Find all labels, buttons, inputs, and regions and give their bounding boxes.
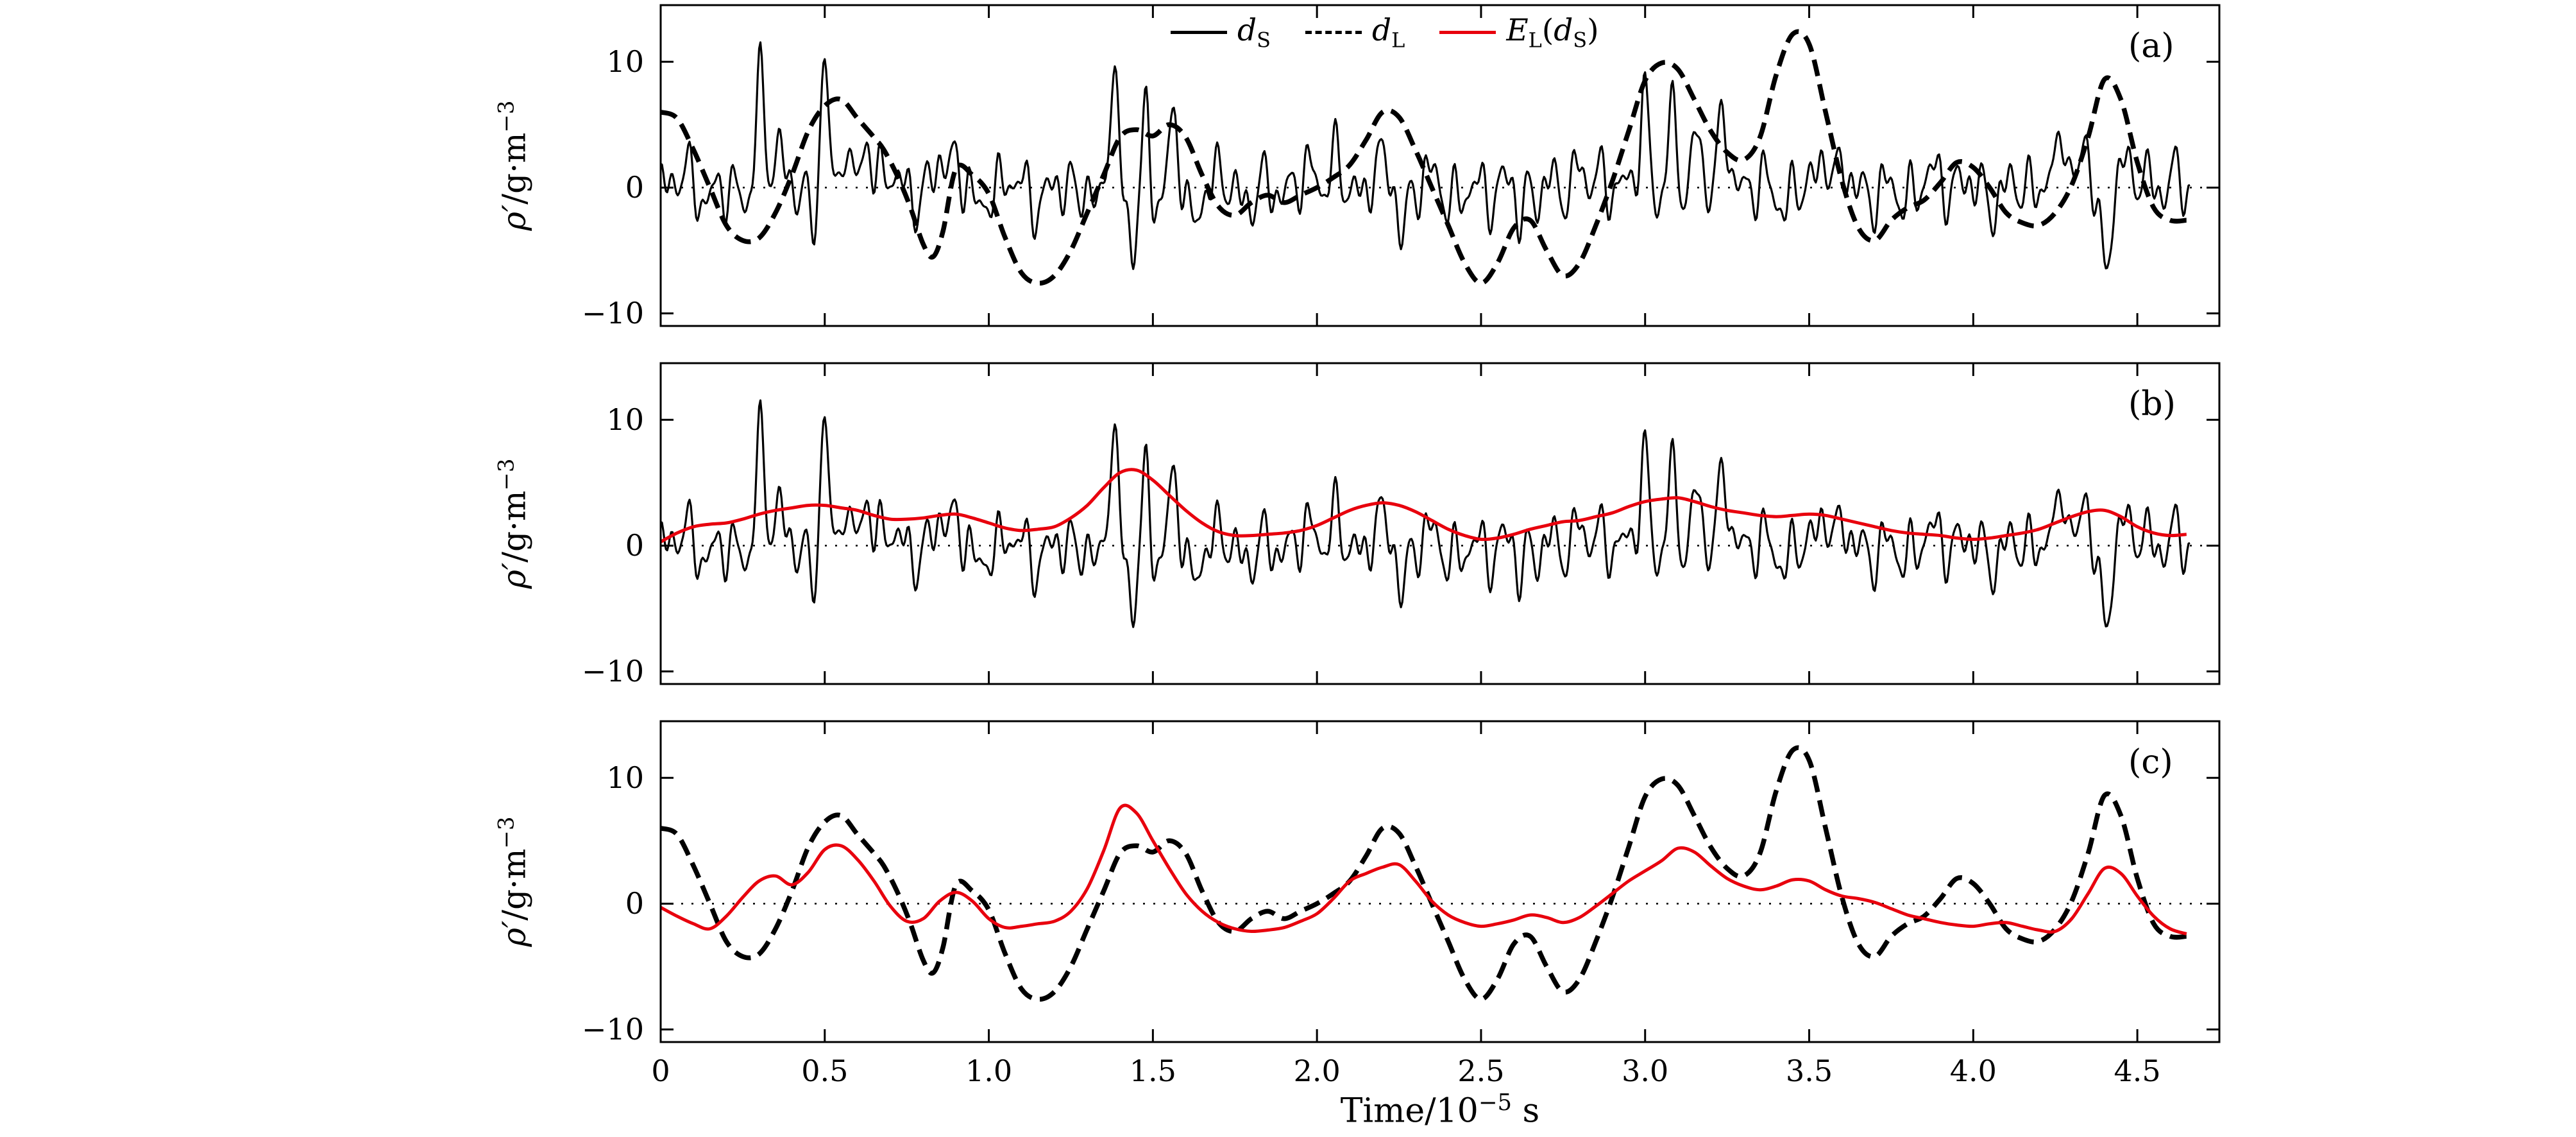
x-tick-label: 4.5 <box>2114 1054 2161 1088</box>
x-tick-label: 3.5 <box>1785 1054 1833 1088</box>
dashed-black-line-swatch <box>1305 31 1362 35</box>
panel-frame <box>659 4 2221 327</box>
x-tick-label: 3.0 <box>1622 1054 1669 1088</box>
series-path-d_S <box>661 41 2190 270</box>
panel-frame <box>659 362 2221 685</box>
y-tick-label: 0 <box>625 886 644 921</box>
y-axis-label-b: ρ′/g·m−3 <box>493 458 533 589</box>
legend-label-dL: dL <box>1371 13 1405 53</box>
legend: dS dL EL(dS) <box>1171 13 1599 52</box>
x-tick-label: 2.0 <box>1293 1054 1341 1088</box>
panel-label-a: (a) <box>2128 27 2174 65</box>
y-tick-label: −10 <box>581 654 644 689</box>
series-path-d_L <box>661 29 2187 286</box>
series-path-d_S <box>661 399 2190 628</box>
y-tick-label: 0 <box>625 528 644 563</box>
series-path-E_L_c <box>661 803 2187 936</box>
y-tick-label: 10 <box>606 44 644 80</box>
y-tick-label: 10 <box>606 402 644 438</box>
series-path-d_L <box>661 745 2187 1002</box>
legend-label-EL: EL(dS) <box>1506 13 1599 53</box>
x-tick-label: 0.5 <box>801 1054 849 1088</box>
legend-label-dS: dS <box>1237 13 1271 53</box>
solid-black-line-swatch <box>1171 31 1227 35</box>
x-axis-label: Time/10−5 s <box>1340 1090 1540 1131</box>
y-tick-label: 10 <box>606 760 644 796</box>
y-axis-label-a: ρ′/g·m−3 <box>493 100 533 231</box>
x-tick-label: 1.0 <box>965 1054 1013 1088</box>
legend-item-dL: dL <box>1305 13 1405 52</box>
x-tick-label: 2.5 <box>1457 1054 1505 1088</box>
y-tick-label: −10 <box>581 296 644 331</box>
y-tick-label: −10 <box>581 1012 644 1047</box>
y-tick-label: 0 <box>625 170 644 205</box>
series-path-E_L_b <box>661 468 2187 543</box>
legend-item-dS: dS <box>1171 13 1271 52</box>
x-tick-label: 4.0 <box>1949 1054 1997 1088</box>
panel-frame <box>659 720 2221 1043</box>
panel-label-b: (b) <box>2128 385 2176 423</box>
legend-item-EL: EL(dS) <box>1439 13 1599 53</box>
x-tick-label: 1.5 <box>1129 1054 1176 1088</box>
x-tick-label: 0 <box>651 1054 670 1088</box>
solid-red-line-swatch <box>1439 31 1496 35</box>
y-axis-label-c: ρ′/g·m−3 <box>493 816 533 947</box>
panel-label-c: (c) <box>2128 743 2173 782</box>
